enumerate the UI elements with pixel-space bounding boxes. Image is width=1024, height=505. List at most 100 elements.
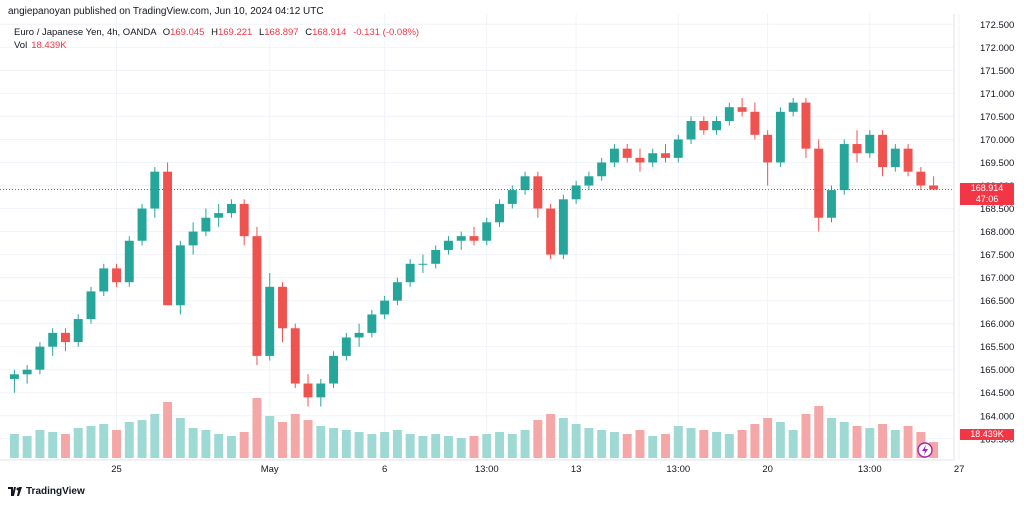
candle-body	[686, 121, 696, 140]
candle-body	[226, 203, 236, 214]
volume-bar	[278, 422, 287, 458]
low-label: L	[258, 27, 265, 38]
volume-bar	[290, 414, 300, 458]
candle-body	[724, 107, 734, 122]
volume-bar	[775, 422, 785, 458]
volume-bar	[201, 430, 211, 458]
price-axis-labels: 163.500164.000164.500165.000165.500166.0…	[980, 20, 1014, 445]
ohlc-legend: Euro / Japanese Yen, 4h, OANDA O169.045 …	[14, 27, 419, 38]
candle-body	[584, 176, 594, 186]
volume-bar	[929, 442, 939, 458]
open-label: O	[162, 27, 171, 38]
candle-body	[814, 148, 824, 218]
volume-bar	[495, 432, 505, 458]
candle-body	[22, 369, 32, 375]
price-tick-label: 167.000	[980, 273, 1014, 284]
volume-bar	[354, 432, 364, 458]
publisher-line: angiepanoyan published on TradingView.co…	[8, 6, 324, 17]
candle-body	[916, 171, 926, 186]
volume-bar	[635, 430, 645, 458]
candle-body	[265, 286, 275, 356]
candle-body	[673, 139, 683, 158]
volume-bar	[648, 436, 658, 458]
candle-body	[290, 328, 300, 384]
close-label: C	[305, 27, 313, 38]
candle-body	[495, 203, 505, 223]
candle-body	[903, 148, 913, 172]
candle-body	[354, 332, 364, 338]
candle-body	[533, 176, 543, 209]
candle-body	[214, 213, 224, 218]
candle-body	[201, 217, 211, 232]
volume-bar	[801, 414, 811, 458]
candle-body	[788, 102, 798, 112]
volume-bar	[546, 414, 556, 458]
volume-bar	[584, 428, 594, 458]
volume-bar	[712, 432, 722, 458]
volume-bar	[839, 422, 849, 458]
volume-bar	[673, 426, 683, 458]
volume-bar	[9, 434, 19, 458]
volume-bar	[265, 416, 275, 458]
candle-body	[303, 383, 313, 398]
candle-body	[188, 231, 198, 246]
lightning-icon[interactable]	[917, 442, 933, 458]
volume-legend: Vol 18.439K	[14, 40, 67, 51]
price-tick-label: 165.000	[980, 365, 1014, 376]
time-tick-label: 13:00	[858, 464, 882, 475]
tradingview-logo-icon	[8, 487, 22, 496]
volume-bar	[890, 430, 900, 458]
volume-bar	[482, 434, 492, 458]
candle-body	[456, 236, 466, 241]
volume-bar	[827, 418, 836, 458]
tradingview-brand[interactable]: TradingView	[8, 486, 85, 497]
candle-body	[878, 134, 888, 168]
candle-body	[558, 199, 568, 255]
symbol-title[interactable]: Euro / Japanese Yen, 4h, OANDA	[14, 27, 157, 38]
volume-bar	[763, 418, 773, 458]
candle-body	[431, 249, 441, 264]
price-tick-label: 172.500	[980, 20, 1014, 31]
volume-bar	[150, 414, 160, 458]
volume-bar	[609, 432, 619, 458]
volume-bar	[724, 434, 734, 458]
candle-body	[763, 134, 773, 163]
high-label: H	[211, 27, 218, 38]
volume-label[interactable]: Vol	[14, 40, 28, 51]
candle-body	[546, 208, 556, 255]
time-tick-label: 13:00	[475, 464, 499, 475]
candle-body	[520, 176, 530, 191]
volume-bar	[175, 418, 185, 458]
time-tick-label: May	[261, 464, 279, 475]
candle-body	[443, 240, 453, 250]
volume-bar	[99, 424, 109, 458]
candle-body	[801, 102, 811, 149]
time-tick-label: 27	[954, 464, 965, 475]
candle-body	[392, 282, 402, 301]
price-tick-label: 169.500	[980, 158, 1014, 169]
candle-body	[635, 157, 645, 163]
candle-body	[99, 268, 109, 292]
candle-body	[405, 263, 415, 283]
candle-body	[699, 121, 709, 131]
volume-bar	[60, 434, 70, 458]
time-tick-label: 25	[111, 464, 122, 475]
volume-bar	[469, 436, 479, 458]
volume-bar	[367, 434, 377, 458]
candle-body	[507, 190, 517, 204]
volume-bar	[188, 428, 198, 458]
candle-body	[73, 319, 83, 343]
candle-body	[316, 383, 326, 398]
volume-bar	[239, 432, 249, 458]
candle-body	[239, 203, 249, 237]
candle-body	[48, 332, 58, 347]
volume-bar	[226, 436, 236, 458]
volume-bar	[878, 424, 888, 458]
candle-body	[137, 208, 147, 241]
candle-body	[929, 185, 939, 190]
chart-grid	[0, 14, 960, 460]
candle-body	[341, 337, 351, 356]
volume-bar	[48, 432, 58, 458]
candle-body	[839, 144, 849, 191]
